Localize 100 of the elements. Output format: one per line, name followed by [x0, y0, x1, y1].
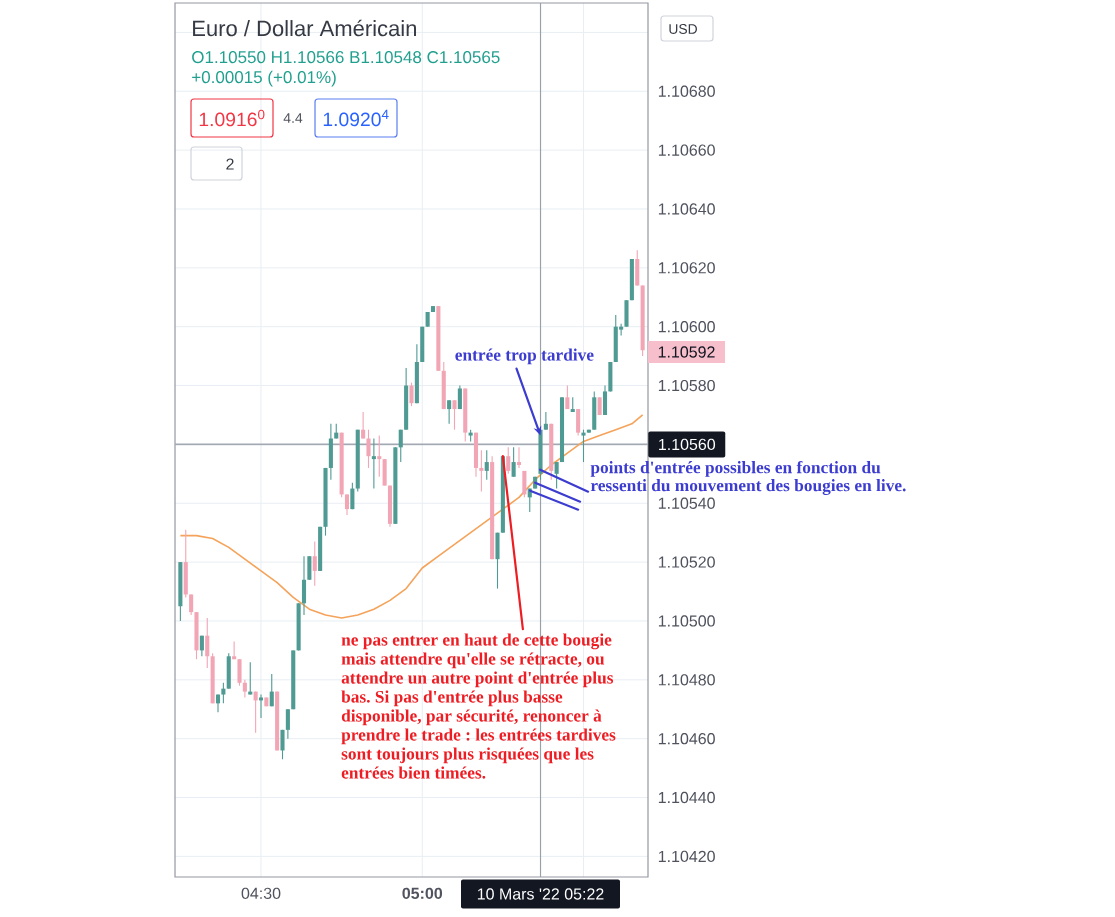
- candlestick: [473, 432, 479, 478]
- candlestick: [608, 361, 613, 392]
- y-tick-label: 1.10580: [658, 379, 715, 392]
- candlestick: [592, 390, 597, 431]
- candlestick: [318, 526, 323, 572]
- y-tick-label: 1.10680: [658, 85, 715, 97]
- candlestick: [269, 673, 274, 707]
- candlestick: [226, 652, 231, 690]
- candlestick: [291, 649, 296, 710]
- candlestick: [404, 367, 409, 431]
- candlestick: [178, 561, 183, 622]
- candlestick: [554, 461, 559, 490]
- y-tick-label: 1.10540: [658, 497, 715, 509]
- candlestick: [441, 361, 446, 410]
- y-tick-label: 1.10620: [658, 262, 715, 274]
- candlestick: [323, 467, 328, 537]
- candlestick: [500, 455, 505, 534]
- ref-line-label: 10 Mars '22 05:22: [477, 888, 604, 900]
- candlestick: [549, 423, 554, 481]
- candlestick: [248, 661, 253, 696]
- candlestick: [516, 446, 522, 469]
- candlestick: [629, 258, 634, 301]
- y-tick-label: 1.10480: [658, 674, 715, 686]
- candlestick: [490, 455, 495, 560]
- annotation: 2: [226, 158, 234, 170]
- candlestick: [447, 399, 452, 425]
- candlestick: [275, 691, 280, 751]
- candlestick: [635, 249, 640, 287]
- candlestick: [210, 652, 215, 704]
- candlestick: [559, 396, 565, 463]
- annotation: ne pas entrer en haut de cette bougie mais attendre qu'elle se rétracte, ou attendre un autre point d'entrée plus bas. Si pas d'entrée plus basse disponible, par sécurité, renoncer à prendre le trade : les entrées tardives sont toujours plus risquées que les entrées bien timées.: [341, 633, 616, 779]
- y-tick-label: 1.10520: [658, 556, 715, 568]
- candlestick: [576, 408, 581, 437]
- y-tick-label: 1.10460: [658, 733, 715, 745]
- candlestick: [506, 446, 511, 475]
- candlestick: [296, 602, 301, 651]
- text: O1.10550 H1.10566 B1.10548 C1.10565: [192, 51, 500, 64]
- candlestick: [640, 284, 645, 357]
- y-tick-label: 1.10660: [658, 144, 715, 156]
- annotation: 1.0916$^{0}$: [199, 109, 265, 127]
- annotation: 1.0920$^{4}$: [323, 109, 389, 127]
- y-tick-label: 1.10500: [658, 615, 715, 627]
- candlestick: [285, 708, 290, 740]
- candlestick: [221, 682, 226, 704]
- candlestick: [602, 384, 608, 416]
- x-tick-label: 05:00: [402, 887, 443, 900]
- candlestick: [409, 382, 414, 407]
- candlestick: [393, 446, 398, 525]
- annotation: entrée trop tardive: [455, 348, 594, 365]
- candlestick: [522, 470, 527, 498]
- candlestick: [565, 384, 570, 410]
- candlestick: [350, 482, 355, 510]
- candlestick: [361, 411, 366, 440]
- y-tick-label: 1.10640: [658, 203, 715, 215]
- candlestick: [479, 449, 484, 493]
- candlestick: [398, 429, 403, 463]
- candlestick: [307, 555, 312, 581]
- candlestick: [205, 617, 210, 669]
- candlestick: [280, 729, 285, 760]
- ref-line-label: 1.10560: [659, 438, 716, 451]
- candlestick: [371, 437, 376, 490]
- candlestick: [377, 435, 382, 478]
- candlestick: [189, 593, 194, 616]
- annotation: +0.00015 (+0.01%): [192, 70, 336, 87]
- candlestick: [199, 635, 204, 657]
- candlestick: [355, 429, 360, 493]
- text: 1.10592: [658, 346, 715, 358]
- candlestick: [232, 641, 237, 660]
- candlestick: [511, 446, 516, 478]
- candlestick: [457, 384, 462, 410]
- candlestick: [420, 326, 425, 363]
- candlestick: [414, 343, 419, 404]
- candlestick: [328, 423, 333, 481]
- candlestick: [624, 299, 629, 328]
- x-tick-label: 04:30: [241, 887, 281, 900]
- annotation: points d'entrée possibles en fonction du ressenti du mouvement des bougies en live.: [590, 460, 906, 495]
- annotation: 4.4: [283, 113, 303, 123]
- candlestick: [452, 399, 457, 431]
- candlestick: [366, 429, 371, 469]
- candlestick: [194, 611, 199, 660]
- text: USD: [669, 24, 697, 34]
- candlestick: [301, 555, 307, 616]
- y-tick-label: 1.10600: [658, 321, 715, 333]
- candlestick: [484, 449, 489, 481]
- candlestick: [344, 493, 350, 516]
- candlestick: [387, 485, 393, 528]
- candlestick: [258, 693, 264, 719]
- candlestick: [237, 658, 242, 687]
- candlestick: [183, 529, 188, 598]
- candlestick: [543, 411, 548, 431]
- candlestick: [581, 429, 586, 463]
- candlestick: [339, 432, 344, 498]
- y-tick-label: 1.10440: [658, 791, 715, 804]
- text: Euro / Dollar Américain: [193, 19, 416, 37]
- candlestick: [312, 540, 317, 587]
- candlestick: [495, 532, 500, 590]
- candlestick: [463, 387, 468, 442]
- candlestick: [436, 305, 441, 372]
- y-tick-label: 1.10420: [658, 850, 715, 863]
- candlestick: [382, 458, 387, 487]
